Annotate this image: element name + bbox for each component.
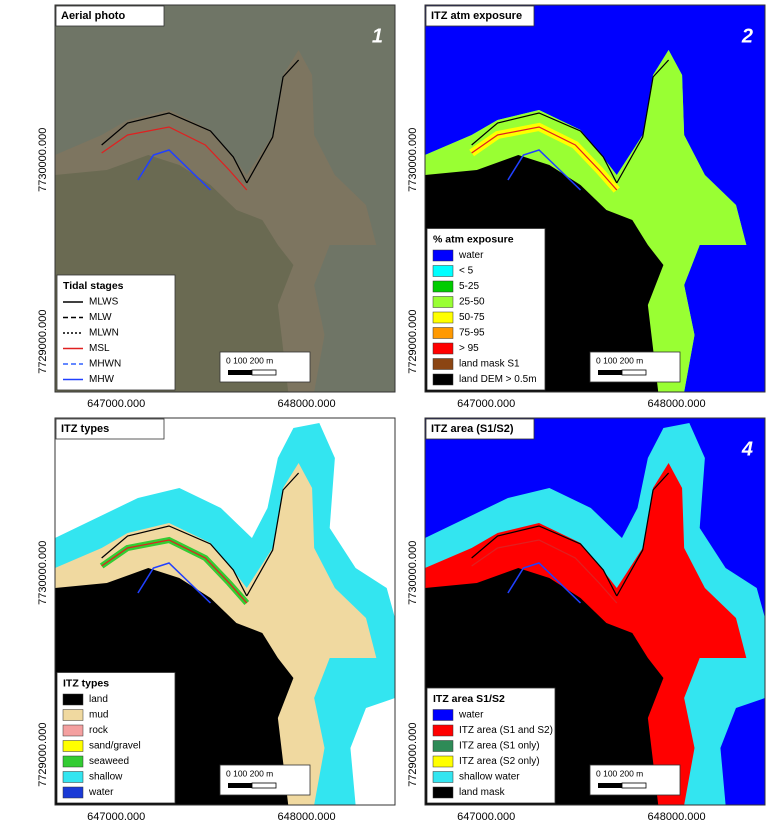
legend-label: seaweed xyxy=(89,756,129,767)
legend-label: shallow water xyxy=(459,772,520,783)
legend-swatch xyxy=(433,359,453,370)
legend-swatch xyxy=(433,374,453,385)
scale-bar xyxy=(622,783,646,788)
map-panel: Aerial photo 1 Tidal stages MLWS MLW MLWN MSL M… xyxy=(37,5,395,410)
y-axis-label: 7729000.000 xyxy=(407,723,419,787)
legend-label: MLW xyxy=(89,312,112,323)
legend-label: shallow xyxy=(89,772,123,783)
legend-label: > 95 xyxy=(459,343,479,354)
legend-label: < 5 xyxy=(459,266,474,277)
legend-label: water xyxy=(458,250,484,261)
legend-label: MHWN xyxy=(89,359,121,370)
legend-title: Tidal stages xyxy=(63,280,124,292)
scale-label: 0 100 200 m xyxy=(596,768,643,778)
scale-label: 0 100 200 m xyxy=(226,768,273,778)
y-axis-label: 7730000.000 xyxy=(37,541,49,605)
figure: Aerial photo 1 Tidal stages MLWS MLW MLWN MSL M… xyxy=(0,0,774,832)
x-axis-label: 648000.000 xyxy=(278,811,336,823)
y-axis-label: 7730000.000 xyxy=(407,128,419,192)
legend-box xyxy=(57,673,175,804)
legend-label: land DEM > 0.5m xyxy=(459,374,537,385)
panel-number: 2 xyxy=(741,25,753,47)
scale-bar xyxy=(598,783,622,788)
legend-swatch xyxy=(433,250,453,261)
map-panel: ITZ area (S1/S2) 4 ITZ area S1/S2 water ITZ … xyxy=(407,418,765,823)
legend-title: ITZ types xyxy=(63,677,109,689)
legend-label: land mask xyxy=(459,787,506,798)
y-axis-label: 7729000.000 xyxy=(37,310,49,374)
y-axis-label: 7730000.000 xyxy=(407,541,419,605)
legend-label: 5-25 xyxy=(459,281,479,292)
legend-swatch xyxy=(433,787,453,798)
legend-label: MLWS xyxy=(89,297,119,308)
panel-title: ITZ types xyxy=(61,423,109,435)
legend-swatch xyxy=(63,787,83,798)
x-axis-label: 647000.000 xyxy=(87,811,145,823)
x-axis-label: 647000.000 xyxy=(457,398,515,410)
y-axis-label: 7729000.000 xyxy=(37,723,49,787)
legend-swatch xyxy=(433,710,453,721)
legend-label: sand/gravel xyxy=(89,741,141,752)
legend-swatch xyxy=(433,343,453,354)
scale-label: 0 100 200 m xyxy=(596,355,643,365)
legend-swatch xyxy=(433,266,453,277)
x-axis-label: 648000.000 xyxy=(648,811,706,823)
legend-swatch xyxy=(433,312,453,323)
scale-bar xyxy=(252,783,276,788)
panel-number: 1 xyxy=(372,25,383,47)
x-axis-label: 648000.000 xyxy=(648,398,706,410)
panel-title: Aerial photo xyxy=(61,10,125,22)
legend-label: MLWN xyxy=(89,328,119,339)
x-axis-label: 648000.000 xyxy=(278,398,336,410)
legend-label: mud xyxy=(89,710,108,721)
scale-bar xyxy=(228,783,252,788)
legend-label: 75-95 xyxy=(459,328,485,339)
legend-swatch xyxy=(433,741,453,752)
panel-title: ITZ atm exposure xyxy=(431,10,522,22)
legend-swatch xyxy=(63,694,83,705)
legend-swatch xyxy=(433,281,453,292)
legend-swatch xyxy=(433,756,453,767)
legend-swatch xyxy=(63,772,83,783)
y-axis-label: 7730000.000 xyxy=(37,128,49,192)
scale-label: 0 100 200 m xyxy=(226,355,273,365)
legend-swatch xyxy=(63,756,83,767)
scale-bar xyxy=(228,370,252,375)
map-panel: ITZ atm exposure 2 % atm exposure water < 5 5… xyxy=(407,5,765,410)
legend-swatch xyxy=(433,297,453,308)
x-axis-label: 647000.000 xyxy=(457,811,515,823)
legend-title: % atm exposure xyxy=(433,233,514,245)
legend-swatch xyxy=(63,741,83,752)
legend-swatch xyxy=(433,725,453,736)
legend-swatch xyxy=(63,725,83,736)
legend-label: water xyxy=(88,787,114,798)
legend-label: ITZ area (S1 and S2) xyxy=(459,725,553,736)
legend-label: MSL xyxy=(89,343,110,354)
legend-label: 25-50 xyxy=(459,297,485,308)
legend-label: MHW xyxy=(89,374,115,385)
legend-label: ITZ area (S1 only) xyxy=(459,741,540,752)
legend-label: 50-75 xyxy=(459,312,485,323)
legend-label: water xyxy=(458,710,484,721)
legend-swatch xyxy=(433,772,453,783)
legend-label: land mask S1 xyxy=(459,359,520,370)
legend-title: ITZ area S1/S2 xyxy=(433,693,505,705)
legend-swatch xyxy=(433,328,453,339)
panel-number: 3 xyxy=(372,438,383,460)
panel-number: 4 xyxy=(741,438,753,460)
legend-label: ITZ area (S2 only) xyxy=(459,756,540,767)
scale-bar xyxy=(622,370,646,375)
scale-bar xyxy=(252,370,276,375)
legend-swatch xyxy=(63,710,83,721)
scale-bar xyxy=(598,370,622,375)
x-axis-label: 647000.000 xyxy=(87,398,145,410)
map-panel: ITZ types 3 ITZ types land mud rock sand/grave… xyxy=(37,418,395,823)
y-axis-label: 7729000.000 xyxy=(407,310,419,374)
panel-title: ITZ area (S1/S2) xyxy=(431,423,514,435)
legend-label: land xyxy=(89,694,108,705)
legend-label: rock xyxy=(89,725,109,736)
